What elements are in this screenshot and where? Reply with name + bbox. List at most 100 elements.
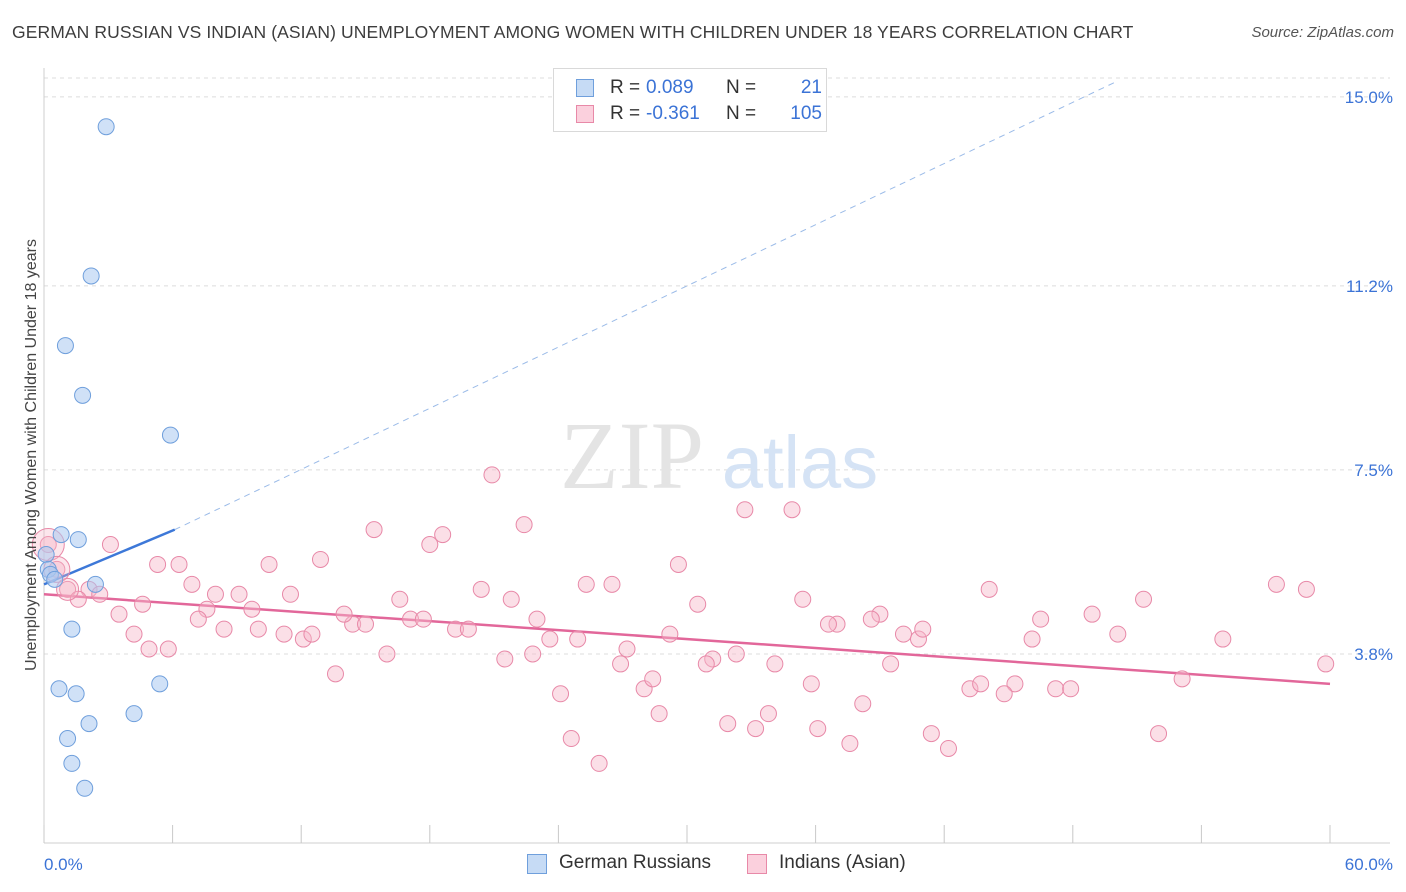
point-indians-asian [198,600,216,618]
point-indians-asian [183,575,201,593]
legend-r-label: R = [610,77,641,98]
point-german-russians [97,118,115,136]
bottom-legend-label: German Russians [559,852,712,873]
point-indians-asian [459,620,477,638]
point-indians-asian [783,501,801,519]
point-indians-asian [819,615,837,633]
point-indians-asian [1317,655,1335,673]
point-indians-asian [260,555,278,573]
bottom-legend-label: Indians (Asian) [779,852,906,873]
point-indians-asian [603,575,621,593]
point-indians-asian [230,585,248,603]
point-indians-asian [402,610,420,628]
point-indians-asian [736,501,754,519]
point-indians-asian [249,620,267,638]
point-indians-asian [766,655,784,673]
legend-n-label: N = [726,103,757,124]
point-indians-asian [697,655,715,673]
point-indians-asian [871,605,889,623]
point-indians-asian [524,645,542,663]
point-indians-asian [125,625,143,643]
point-german-russians [37,545,55,563]
point-indians-asian [1047,680,1065,698]
point-indians-asian [391,590,409,608]
point-indians-asian [149,555,167,573]
point-indians-asian [59,580,77,598]
point-german-russians [46,570,64,588]
point-indians-asian [496,650,514,668]
point-indians-asian [1062,680,1080,698]
watermark: ZIP atlas [560,402,878,509]
point-indians-asian [569,630,587,648]
point-indians-asian [862,610,880,628]
point-indians-asian [447,620,465,638]
point-german-russians [151,675,169,693]
point-indians-asian [644,670,662,688]
y-tick-label: 15.0% [1345,88,1393,107]
point-indians-asian [577,575,595,593]
point-indians-asian [1109,625,1127,643]
point-indians-asian [635,680,653,698]
point-indians-asian [1032,610,1050,628]
point-indians-asian [335,605,353,623]
point-indians-asian [719,715,737,733]
point-indians-asian [995,685,1013,703]
point-indians-asian [909,630,927,648]
point-indians-asian [552,685,570,703]
x-tick-label: 0.0% [44,855,83,874]
point-german-russians [59,730,77,748]
point-german-russians [74,386,92,404]
trend-indians-asian [43,593,1331,686]
point-indians-asian [914,620,932,638]
point-german-russians [125,705,143,723]
point-german-russians [67,685,85,703]
point-indians-asian [854,695,872,713]
watermark-atlas: atlas [722,421,878,504]
point-indians-asian [882,655,900,673]
bottom-legend-swatch-pink [747,854,767,874]
point-indians-asian [1135,590,1153,608]
point-indians-asian [759,705,777,723]
point-indians-asian [170,555,188,573]
point-indians-asian [134,595,152,613]
point-indians-asian [541,630,559,648]
point-indians-asian [159,640,177,658]
point-indians-asian [809,720,827,738]
point-indians-asian [311,550,329,568]
point-german-russians [63,620,81,638]
point-indians-asian [502,590,520,608]
chart-title: GERMAN RUSSIAN VS INDIAN (ASIAN) UNEMPLO… [12,22,1134,42]
point-indians-asian [326,665,344,683]
point-german-russians [82,267,100,285]
point-indians-asian [215,620,233,638]
point-indians-asian [650,705,668,723]
data-points [31,118,1335,797]
grid-lines [44,77,1390,655]
y-tick-label: 3.8% [1354,645,1393,664]
point-indians-asian [101,536,119,554]
point-indians-asian [689,595,707,613]
point-indians-asian [1173,670,1191,688]
tick-labels: 3.8% 7.5% 11.2% 15.0% 0.0% 60.0% [44,88,1393,874]
legend-swatch-blue [576,79,594,97]
point-indians-asian [344,615,362,633]
point-german-russians [50,680,68,698]
legend-r-value: 0.089 [646,77,694,98]
point-indians-asian [618,640,636,658]
point-indians-asian [243,600,261,618]
point-indians-asian [303,625,321,643]
trend-german-russians [43,528,176,586]
point-indians-asian [1083,605,1101,623]
point-indians-asian [414,610,432,628]
x-tick-label: 60.0% [1345,855,1393,874]
point-indians-asian [894,625,912,643]
point-indians-asian [794,590,812,608]
legend-n-value: 105 [790,103,822,124]
point-indians-asian [189,610,207,628]
point-indians-asian [1006,675,1024,693]
point-indians-asian [357,615,374,633]
point-german-russians [80,715,98,733]
point-indians-asian [365,521,383,539]
correlation-legend: R = 0.089 N = 21 R = -0.361 N = 105 [553,68,827,132]
